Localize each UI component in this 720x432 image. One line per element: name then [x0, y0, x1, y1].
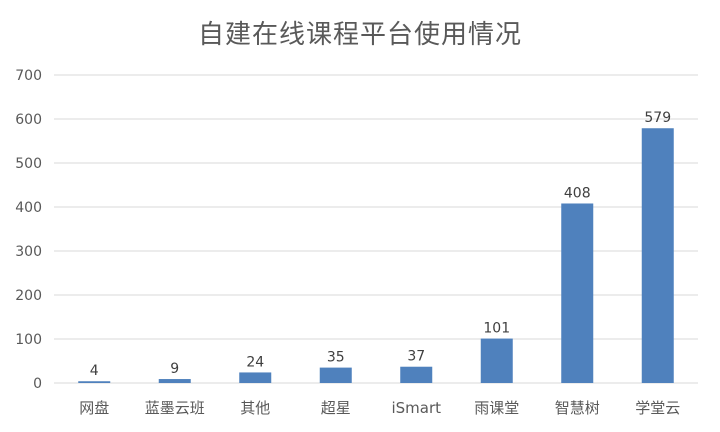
x-tick-label: 网盘 [79, 399, 109, 417]
bar [561, 203, 594, 383]
bar [641, 128, 674, 383]
y-tick-label: 500 [15, 156, 42, 172]
bar [400, 366, 433, 383]
bar [158, 379, 191, 383]
data-label: 35 [327, 350, 345, 366]
data-label: 101 [483, 321, 510, 337]
x-tick-label: iSmart [391, 399, 441, 417]
data-label: 9 [170, 361, 179, 377]
data-label: 37 [407, 349, 425, 365]
y-tick-label: 600 [15, 112, 42, 128]
x-tick-label: 超星 [321, 399, 351, 417]
x-tick-label: 学堂云 [635, 399, 680, 417]
y-tick-label: 400 [15, 200, 42, 216]
bar [239, 372, 272, 383]
chart-title: 自建在线课程平台使用情况 [197, 20, 522, 50]
y-tick-label: 300 [15, 244, 42, 260]
x-tick-label: 智慧树 [555, 399, 600, 417]
data-label: 579 [644, 110, 671, 126]
x-tick-label: 雨课堂 [474, 399, 519, 417]
data-label: 4 [90, 363, 99, 379]
x-tick-label: 蓝墨云班 [145, 399, 205, 417]
data-label: 408 [564, 185, 591, 201]
y-tick-label: 0 [33, 376, 42, 392]
bar [480, 338, 513, 383]
y-tick-label: 700 [15, 68, 42, 84]
data-label: 24 [246, 354, 264, 370]
x-tick-label: 其他 [240, 399, 270, 417]
bar [319, 367, 352, 383]
bar [78, 381, 111, 383]
y-tick-label: 200 [15, 288, 42, 304]
y-tick-label: 100 [15, 332, 42, 348]
